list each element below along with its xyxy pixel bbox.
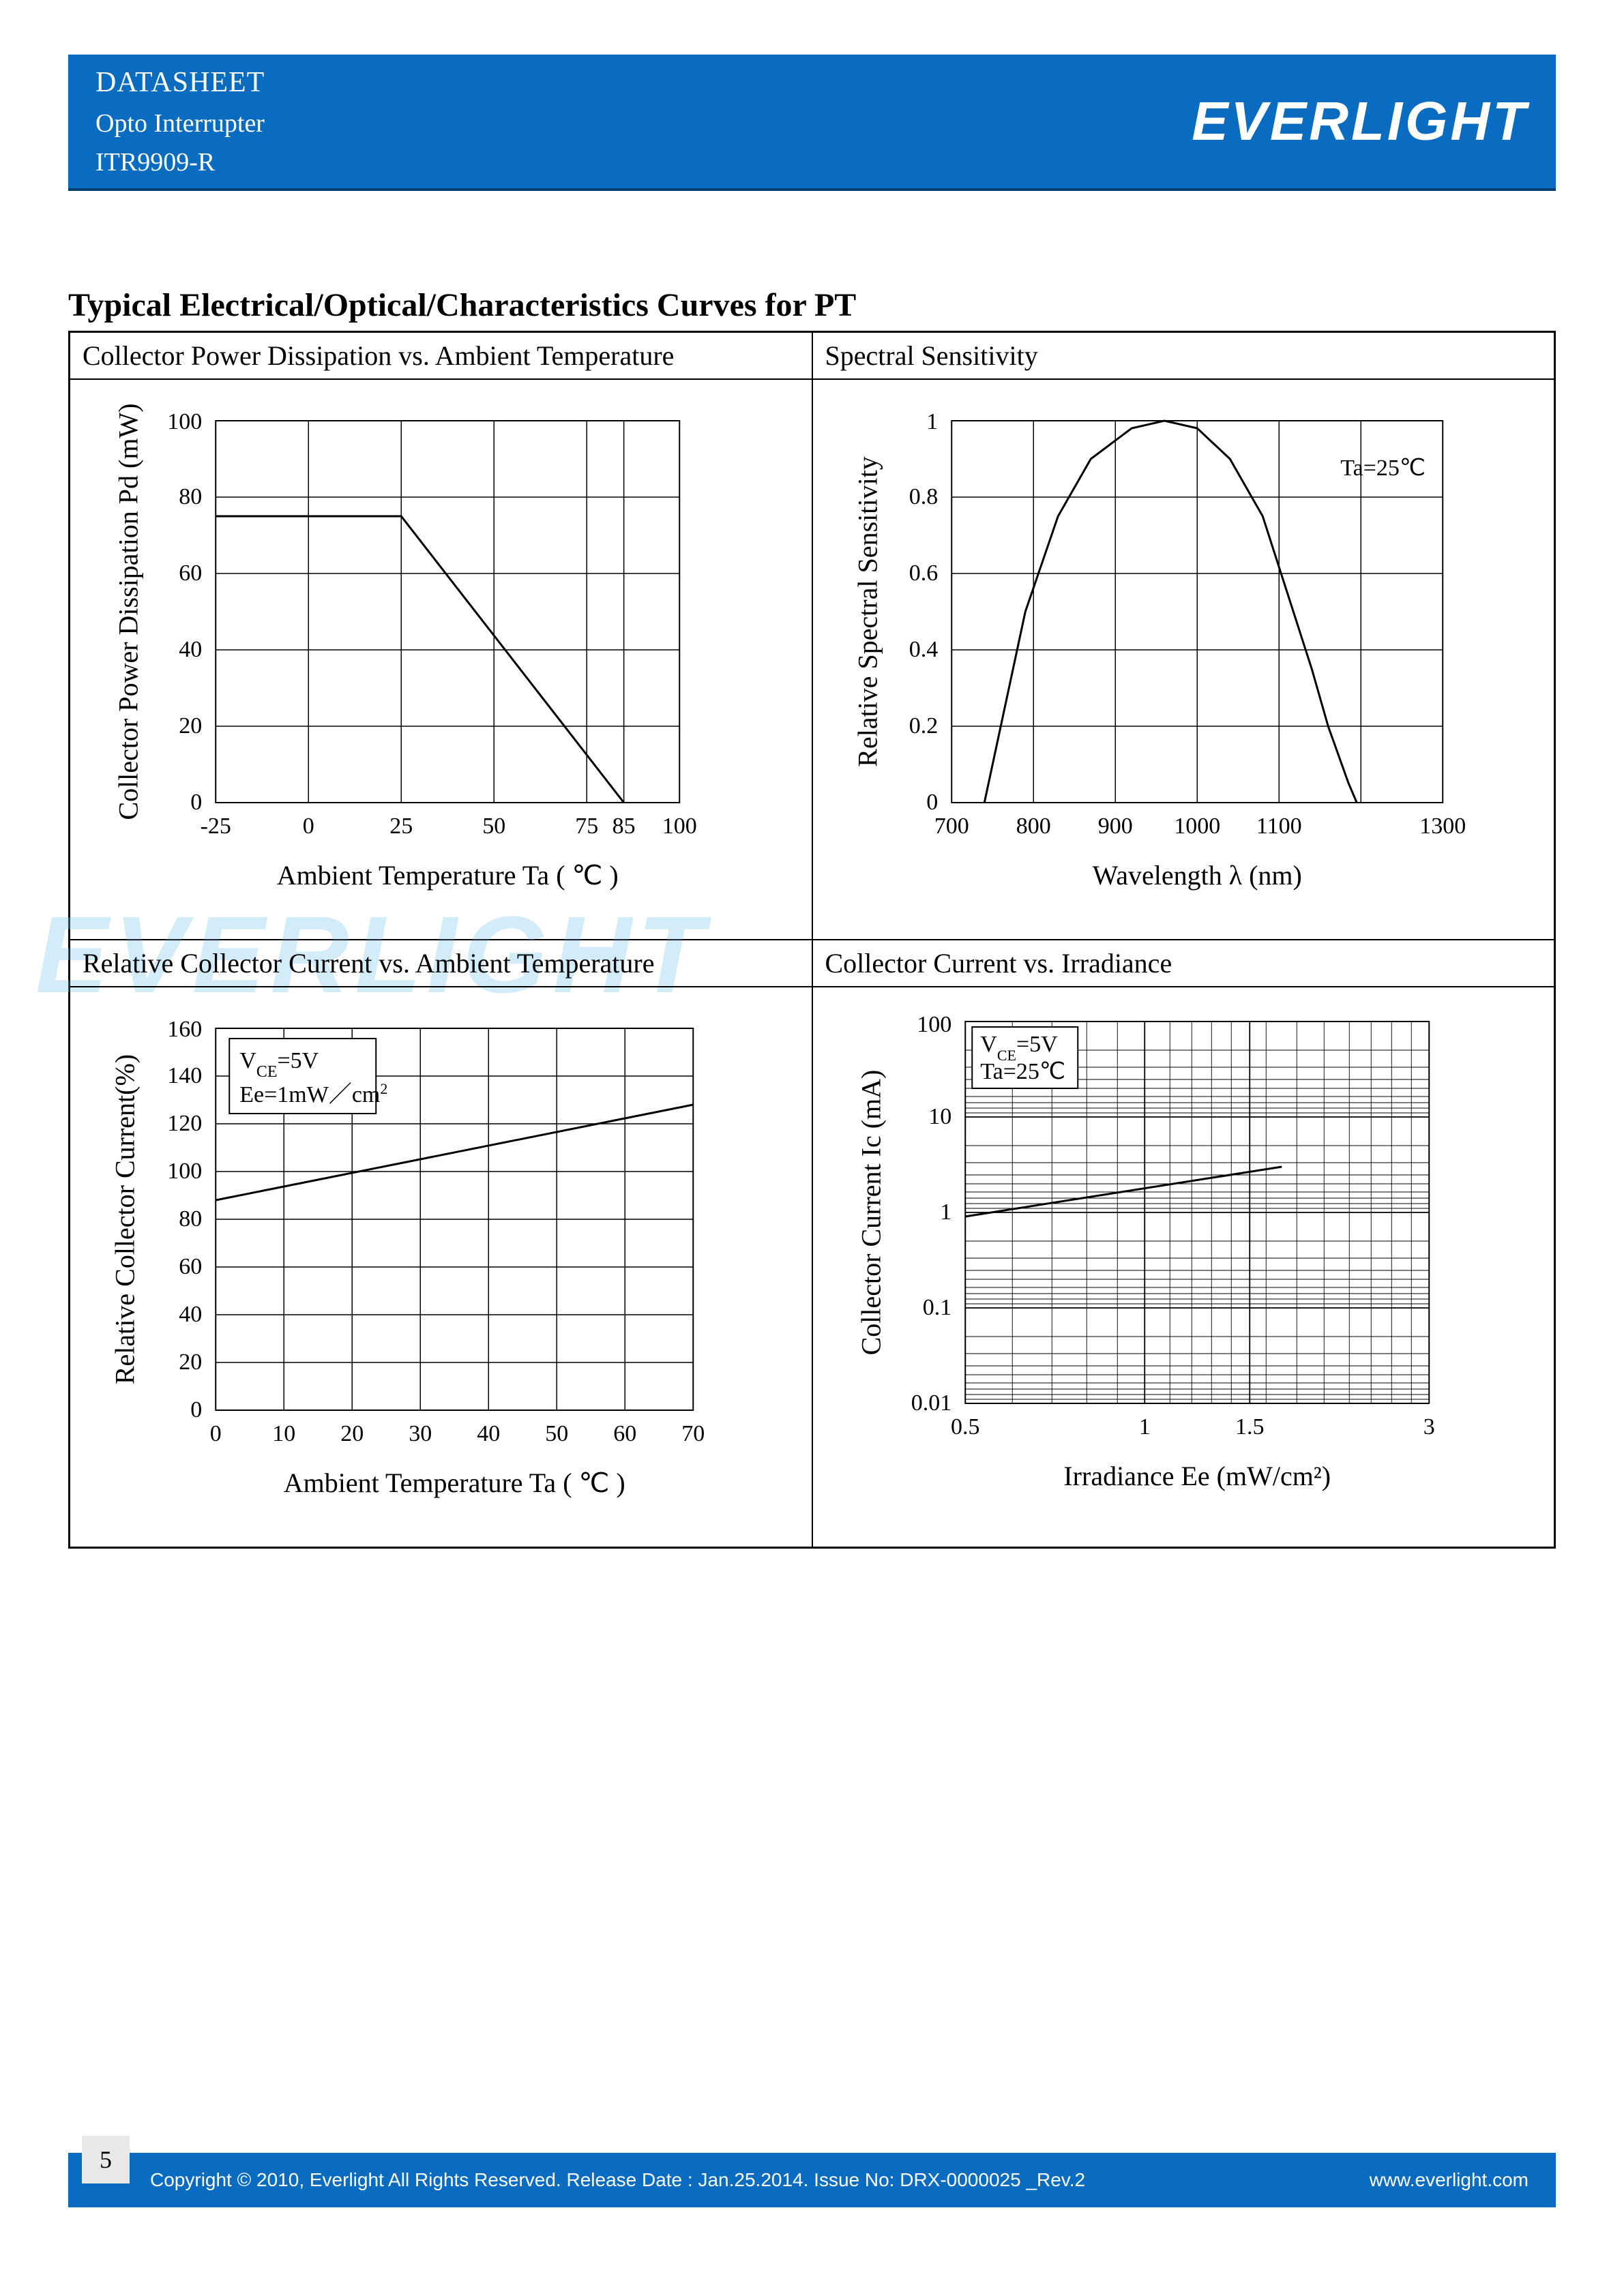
ytick: 40 (179, 637, 202, 662)
xtick: 0 (303, 814, 314, 839)
xtick: 1 (1138, 1414, 1150, 1440)
footer-bar: 5 Copyright © 2010, Everlight All Rights… (68, 2153, 1556, 2207)
xtick: -25 (201, 814, 231, 839)
xtick: 75 (575, 814, 598, 839)
chart4-svg: VCE=5V Ta=25℃ 0.01 0.1 1 10 100 0.5 1 1.… (813, 987, 1554, 1547)
grid-row-2: EVERLIGHT Relative Collector Current vs.… (70, 940, 1554, 1547)
ytick: 1 (926, 409, 938, 434)
ytick: 80 (179, 484, 202, 509)
xtick: 1.5 (1235, 1414, 1265, 1440)
chart4-curve (965, 1167, 1282, 1217)
ytick: 120 (167, 1111, 202, 1136)
xtick: 25 (389, 814, 413, 839)
chart4-area: VCE=5V Ta=25℃ 0.01 0.1 1 10 100 0.5 1 1.… (813, 987, 1554, 1547)
ytick: 0.6 (909, 561, 938, 586)
grid-row-1: Collector Power Dissipation vs. Ambient … (70, 332, 1554, 940)
chart1-xlabel: Ambient Temperature Ta ( ℃ ) (277, 860, 619, 891)
ytick: 100 (917, 1012, 951, 1037)
part-number: ITR9909-R (95, 143, 265, 182)
xtick: 85 (612, 814, 636, 839)
xtick: 50 (545, 1421, 568, 1446)
page: DATASHEET Opto Interrupter ITR9909-R EVE… (0, 0, 1624, 2296)
xtick: 60 (613, 1421, 636, 1446)
chart2-title: Spectral Sensitivity (813, 333, 1554, 380)
product-type: Opto Interrupter (95, 104, 265, 143)
chart1-title: Collector Power Dissipation vs. Ambient … (70, 333, 812, 380)
brand-logo: EVERLIGHT (1192, 90, 1529, 153)
chart4-ylabel: Collector Current Ic (mA) (855, 1070, 886, 1356)
chart3-curve (216, 1105, 693, 1200)
chart3-svg: VCE=5V Ee=1mW／cm2 0 20 40 60 80 100 120 … (70, 987, 812, 1547)
chart-cell-2: Spectral Sensitivity (812, 332, 1555, 940)
chart3-xlabel: Ambient Temperature Ta ( ℃ ) (284, 1467, 625, 1498)
ytick: 140 (167, 1063, 202, 1088)
xtick: 20 (340, 1421, 364, 1446)
ytick: 60 (179, 561, 202, 586)
section-title: Typical Electrical/Optical/Characteristi… (68, 286, 1556, 324)
chart4-ann2: Ta=25℃ (980, 1059, 1065, 1084)
chart2-annotation: Ta=25℃ (1340, 456, 1426, 481)
ytick: 40 (179, 1302, 202, 1327)
xtick: 70 (681, 1421, 705, 1446)
chart4-xlabel: Irradiance Ee (mW/cm²) (1063, 1461, 1331, 1491)
page-number: 5 (82, 2136, 130, 2183)
ytick: 0.1 (922, 1295, 951, 1320)
xtick: 0 (210, 1421, 222, 1446)
xtick: 700 (934, 814, 969, 839)
xtick: 10 (272, 1421, 295, 1446)
chart1-svg: 0 20 40 60 80 100 -25 0 25 50 75 (70, 380, 812, 939)
chart4-title: Collector Current vs. Irradiance (813, 940, 1554, 987)
ytick: 0 (190, 1397, 202, 1422)
ytick: 10 (928, 1104, 951, 1129)
chart1-ylabel: Collector Power Dissipation Pd (mW) (113, 403, 143, 820)
chart2-area: Ta=25℃ 0 0.2 0.4 0.6 0.8 1 700 800 900 (813, 380, 1554, 939)
ytick: 100 (167, 409, 202, 434)
footer-url: www.everlight.com (1370, 2169, 1529, 2191)
ytick: 0.8 (909, 484, 938, 509)
header-left: DATASHEET Opto Interrupter ITR9909-R (95, 61, 265, 182)
ytick: 0 (926, 790, 938, 815)
ytick: 0.01 (911, 1390, 951, 1416)
ytick: 80 (179, 1206, 202, 1232)
chart1-curve (216, 516, 623, 803)
chart2-curve (984, 421, 1357, 803)
xtick: 1300 (1419, 814, 1466, 839)
xtick: 30 (409, 1421, 432, 1446)
xtick: 0.5 (951, 1414, 980, 1440)
xtick: 50 (482, 814, 505, 839)
xtick: 1100 (1256, 814, 1301, 839)
ytick: 1 (940, 1199, 951, 1225)
datasheet-label: DATASHEET (95, 61, 265, 104)
xtick: 1000 (1174, 814, 1220, 839)
chart3-area: VCE=5V Ee=1mW／cm2 0 20 40 60 80 100 120 … (70, 987, 812, 1547)
ytick: 0.4 (909, 637, 938, 662)
chart-cell-1: Collector Power Dissipation vs. Ambient … (70, 332, 812, 940)
chart-cell-4: Collector Current vs. Irradiance (812, 940, 1555, 1547)
ytick: 20 (179, 1350, 202, 1375)
ytick: 20 (179, 713, 202, 739)
chart2-xlabel: Wavelength λ (nm) (1092, 860, 1301, 891)
chart1-frame (216, 421, 679, 803)
chart2-svg: Ta=25℃ 0 0.2 0.4 0.6 0.8 1 700 800 900 (813, 380, 1554, 939)
ytick: 160 (167, 1017, 202, 1042)
ytick: 0.2 (909, 713, 938, 739)
header-bar: DATASHEET Opto Interrupter ITR9909-R EVE… (68, 55, 1556, 191)
chart3-ann2: Ee=1mW／cm2 (239, 1080, 387, 1108)
xtick: 900 (1097, 814, 1132, 839)
chart-cell-3: Relative Collector Current vs. Ambient T… (70, 940, 812, 1547)
xtick: 800 (1016, 814, 1050, 839)
chart3-title: Relative Collector Current vs. Ambient T… (70, 940, 812, 987)
xtick: 40 (477, 1421, 500, 1446)
chart1-area: 0 20 40 60 80 100 -25 0 25 50 75 (70, 380, 812, 939)
chart2-ylabel: Relative Spectral Sensitivity (852, 456, 883, 766)
ytick: 0 (190, 790, 202, 815)
footer-copyright: Copyright © 2010, Everlight All Rights R… (150, 2169, 1370, 2191)
xtick: 100 (662, 814, 697, 839)
ytick: 60 (179, 1254, 202, 1279)
xtick: 3 (1423, 1414, 1434, 1440)
charts-grid: Collector Power Dissipation vs. Ambient … (68, 331, 1556, 1549)
ytick: 100 (167, 1159, 202, 1184)
chart3-ylabel: Relative Collector Current(%) (109, 1054, 140, 1384)
